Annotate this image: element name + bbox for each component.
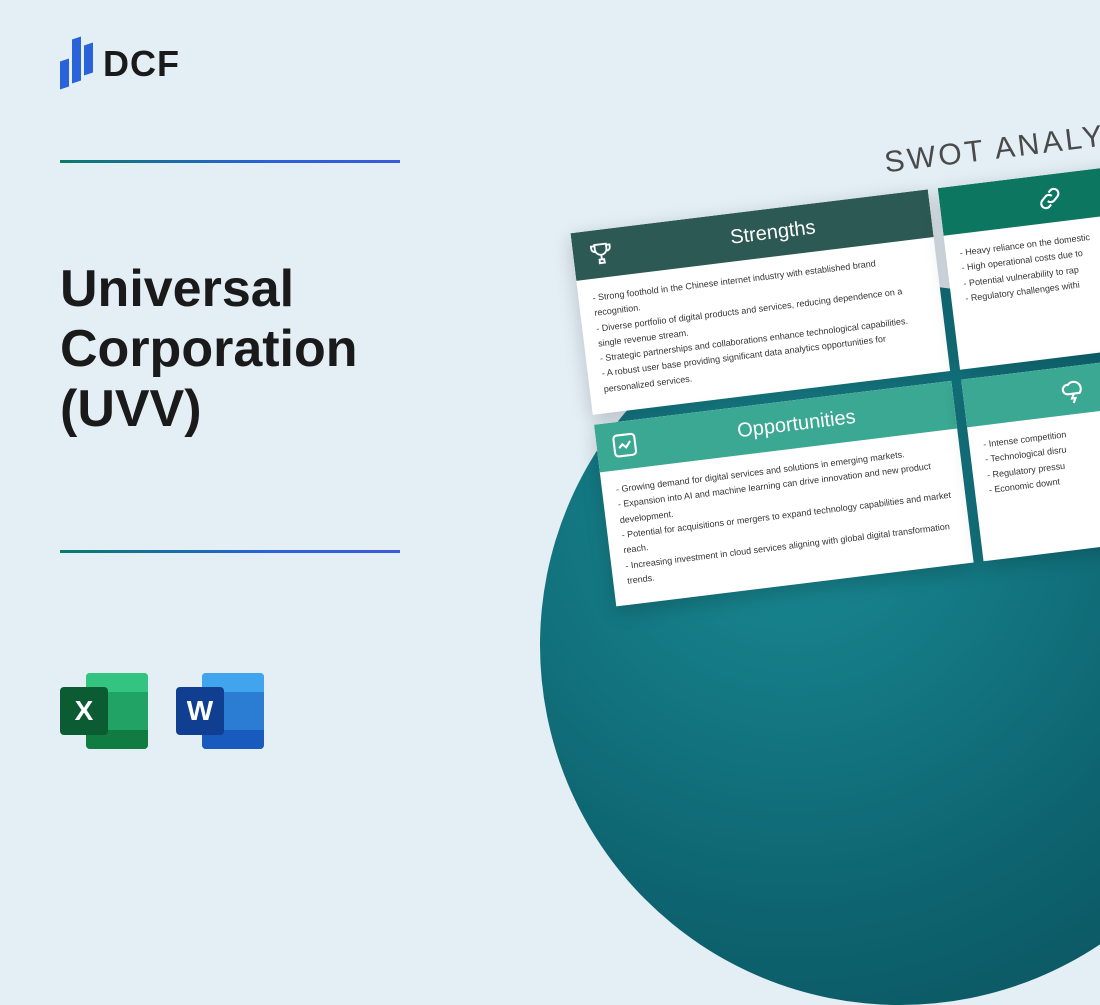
word-badge: W — [176, 687, 224, 735]
file-icons: X W — [60, 667, 264, 755]
word-icon[interactable]: W — [176, 667, 264, 755]
trophy-icon — [586, 238, 617, 269]
divider-bottom — [60, 550, 400, 553]
swot-weaknesses-card: Heavy reliance on the domesticHigh opera… — [938, 161, 1100, 370]
link-icon — [1034, 183, 1065, 214]
storm-icon — [1058, 375, 1089, 406]
chart-icon — [609, 430, 640, 461]
logo-text: DCF — [103, 43, 180, 85]
swot-strengths-card: Strengths Strong foothold in the Chinese… — [570, 189, 950, 415]
divider-top — [60, 160, 400, 163]
excel-icon[interactable]: X — [60, 667, 148, 755]
swot-threats-card: Intense competitionTechnological disruRe… — [961, 353, 1100, 562]
logo: DCF — [60, 40, 180, 88]
excel-badge: X — [60, 687, 108, 735]
swot-analysis: SWOT ANALYSIS Strengths Strong foothold … — [565, 110, 1100, 607]
logo-bars-icon — [60, 40, 93, 88]
page-title: Universal Corporation (UVV) — [60, 260, 480, 439]
